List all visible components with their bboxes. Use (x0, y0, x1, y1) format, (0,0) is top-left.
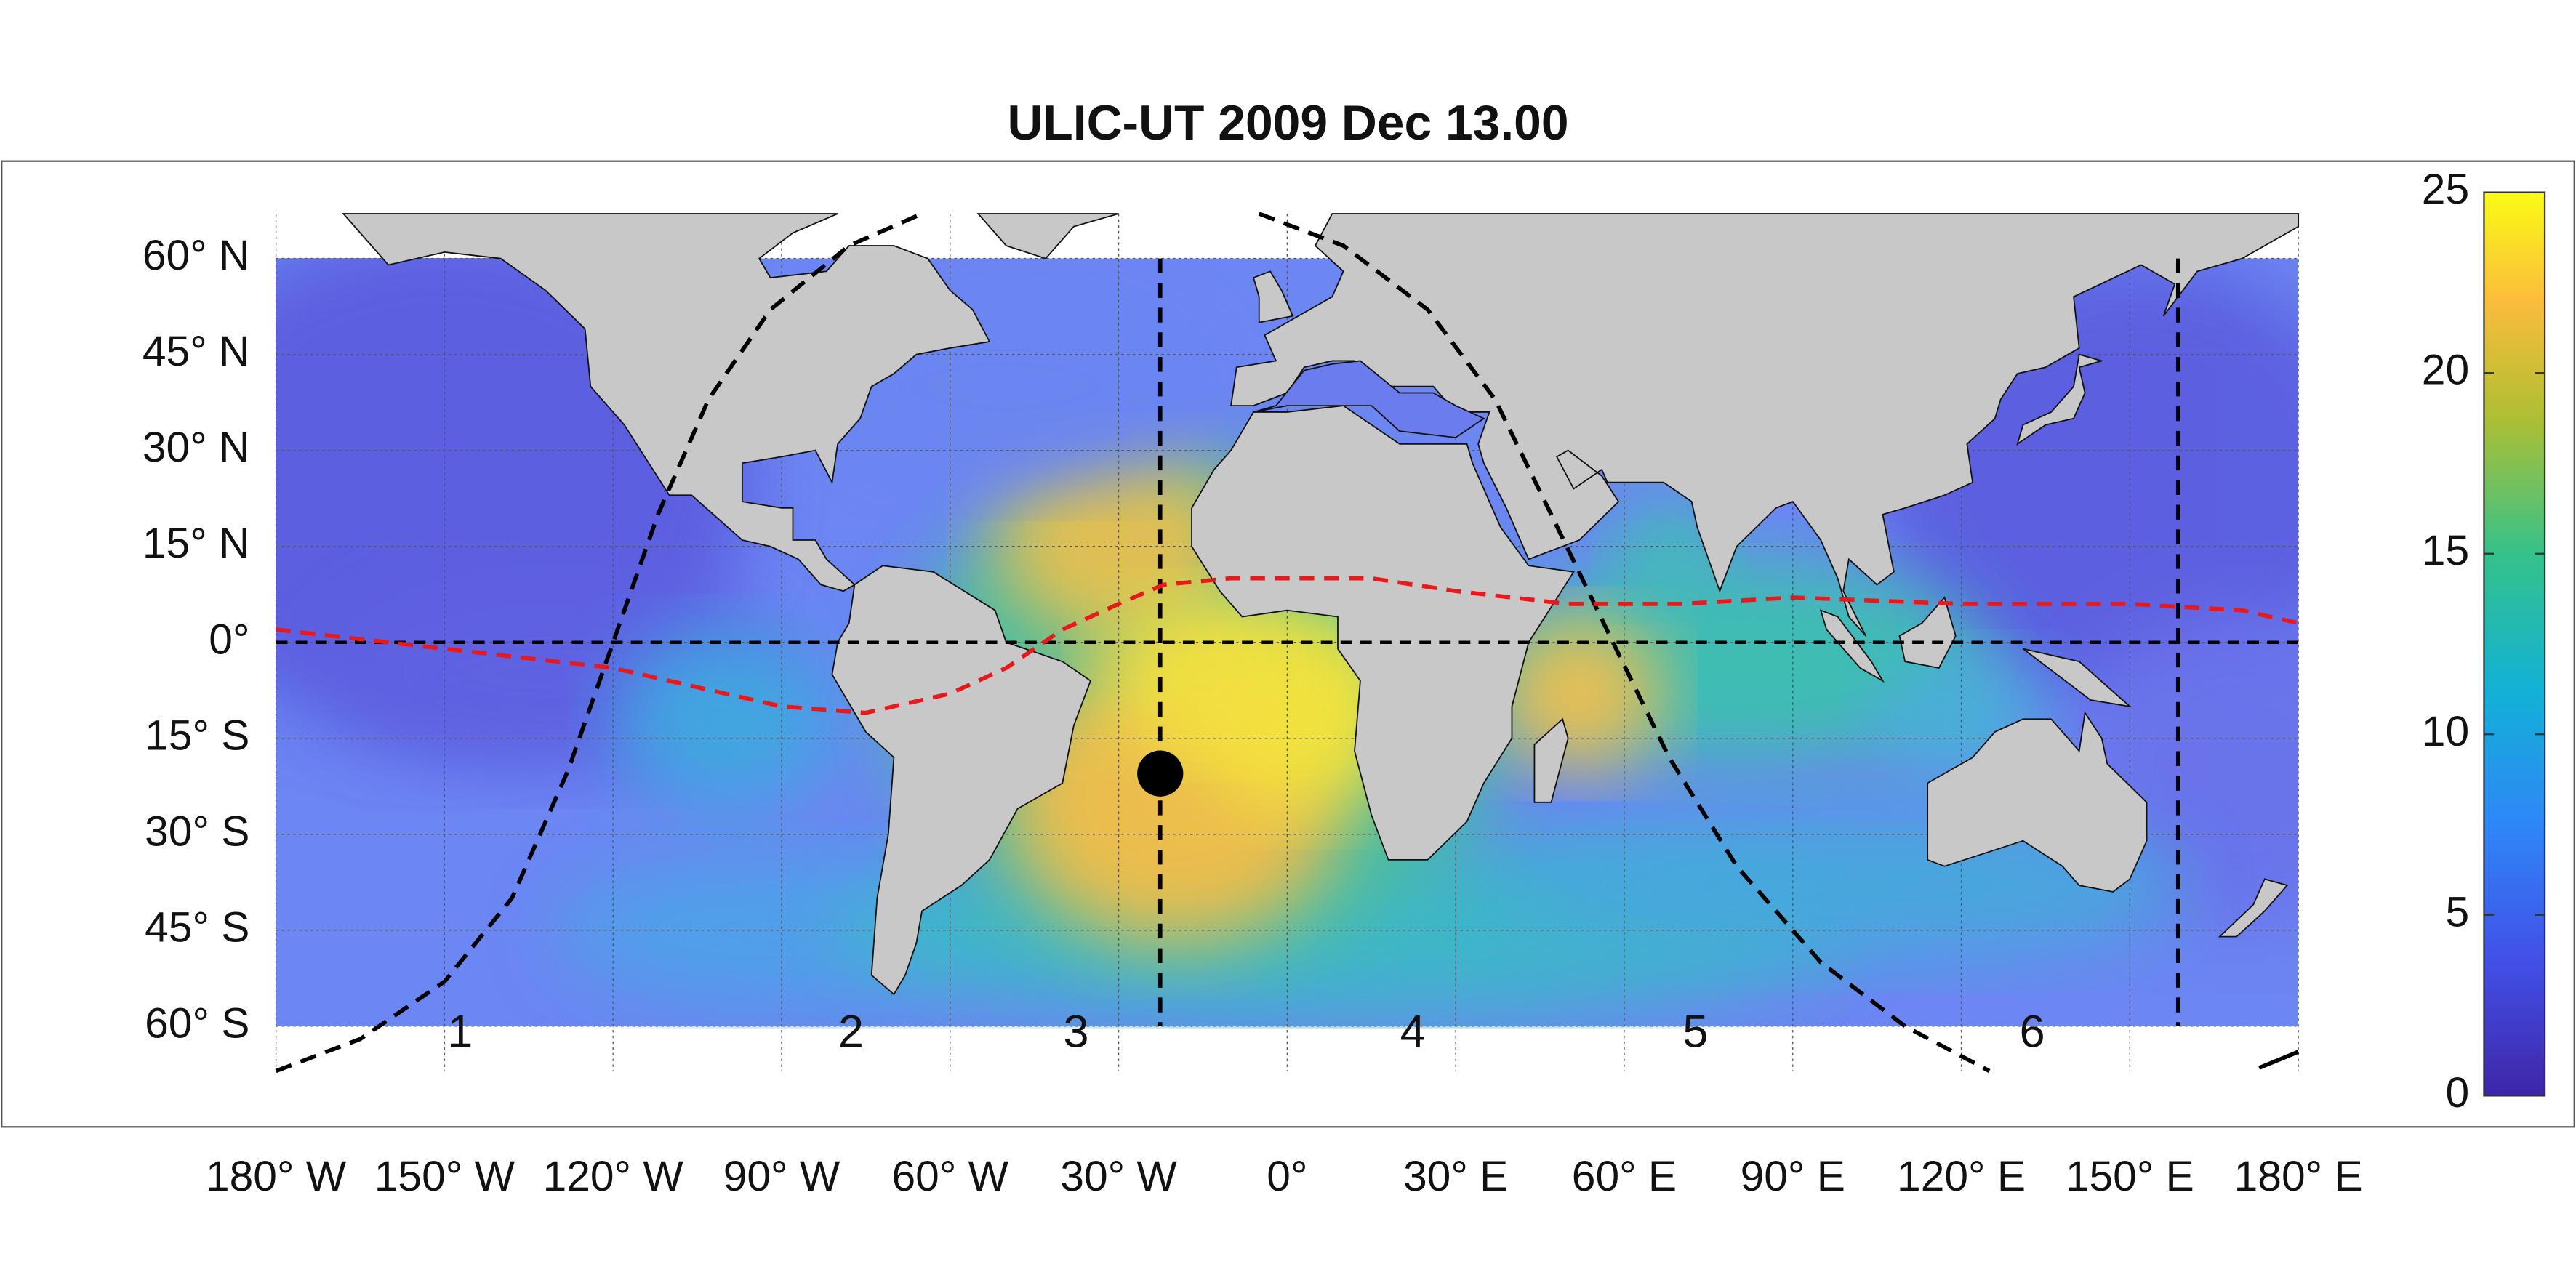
y-tick-label: 60° N (143, 232, 250, 279)
y-tick-label: 15° S (145, 712, 249, 759)
x-tick-label: 60° E (1572, 1153, 1677, 1200)
y-tick-label: 60° S (145, 999, 249, 1047)
landmass (1191, 405, 1575, 861)
y-tick-label: 30° N (143, 424, 250, 471)
x-tick-label: 90° E (1741, 1153, 1845, 1200)
region-label: 5 (1682, 1006, 1708, 1057)
colorbar-tick-label: 5 (2445, 888, 2469, 935)
terminator (1258, 212, 1991, 1073)
landmass (976, 213, 1119, 259)
landmass (1533, 717, 1569, 803)
heat-blob (1512, 808, 2186, 962)
colorbar-tick-label: 15 (2422, 527, 2469, 574)
x-tick-label: 30° W (1060, 1153, 1177, 1200)
region-label: 2 (838, 1006, 864, 1057)
x-tick-label: 120° E (1897, 1153, 2026, 1200)
landmass (342, 213, 991, 592)
region-label: 4 (1400, 1006, 1426, 1057)
landmass (1927, 711, 2148, 893)
heat-blob (1102, 597, 1304, 752)
terminator (2258, 1050, 2300, 1070)
region-label: 1 (447, 1006, 473, 1057)
station-marker (1137, 750, 1184, 797)
x-tick-label: 180° W (206, 1153, 347, 1200)
y-tick-label: 45° N (143, 328, 250, 375)
dip-equator (276, 576, 2299, 715)
landmass (2016, 353, 2104, 446)
region-label: 6 (2019, 1006, 2045, 1057)
colorbar-tick-label: 0 (2445, 1069, 2469, 1116)
landmass (2218, 878, 2289, 938)
landmass (1819, 609, 1885, 683)
terminator (275, 212, 923, 1074)
heat-blob (995, 450, 1243, 643)
x-tick-label: 180° E (2234, 1153, 2363, 1200)
colorbar-tick-label: 20 (2422, 347, 2469, 394)
land (342, 213, 2300, 996)
overlays: 1 2 3 4 5 6 (275, 212, 2300, 1074)
x-tick-label: 0° (1267, 1153, 1307, 1200)
x-tick-label: 90° W (723, 1153, 840, 1200)
region-label: 3 (1063, 1006, 1088, 1057)
colorbar-tick-label: 10 (2422, 708, 2469, 755)
y-tick-label: 15° N (143, 520, 250, 567)
x-tick-label: 150° E (2066, 1153, 2194, 1200)
x-tick-label: 150° W (374, 1153, 515, 1200)
sea (1253, 360, 1485, 438)
colorbar-tick-label: 25 (2422, 166, 2469, 213)
y-tick-label: 45° S (145, 903, 249, 951)
landmass (1252, 270, 1294, 323)
y-tick-label: 30° S (145, 808, 249, 855)
x-tick-label: 120° W (543, 1153, 684, 1200)
x-tick-label: 60° W (891, 1153, 1008, 1200)
landmass (1230, 213, 2300, 637)
frame (1, 160, 2575, 1128)
landmass (2022, 648, 2132, 708)
y-tick-label: 0° (209, 616, 249, 663)
landmass (1898, 596, 1957, 669)
heat-blob (613, 629, 838, 809)
colorbar (2483, 191, 2546, 1097)
x-tick-label: 30° E (1403, 1153, 1508, 1200)
map-title: ULIC-UT 2009 Dec 13.00 (1007, 96, 1568, 150)
